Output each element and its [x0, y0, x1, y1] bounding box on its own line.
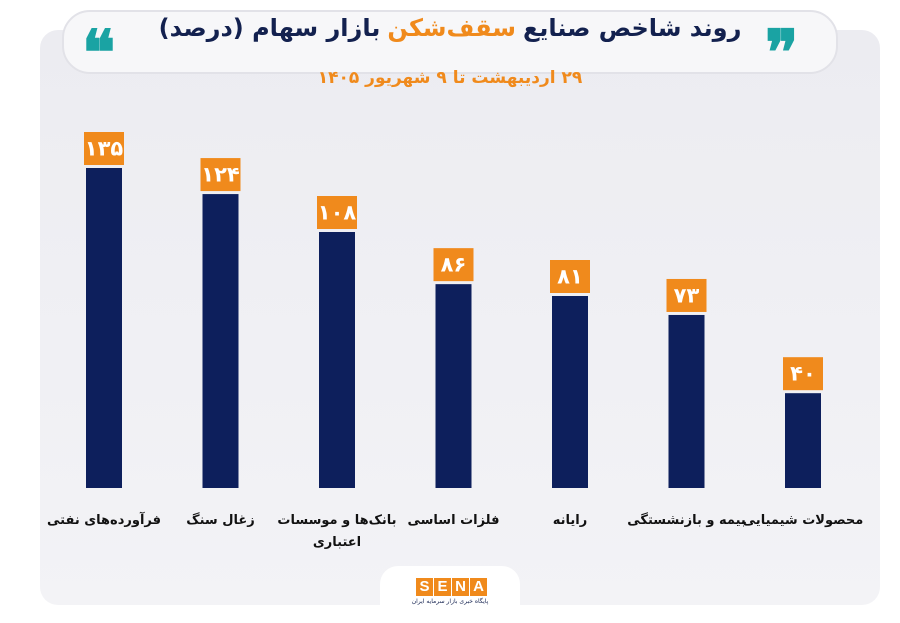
x-tick-label: رایانه [505, 510, 635, 532]
x-tick-label-line: زغال سنگ [186, 513, 255, 528]
bar [86, 168, 122, 488]
x-tick-label-line: فلزات اساسی [407, 513, 500, 528]
double-quote-icon: ❞ [765, 16, 799, 89]
bar [552, 296, 588, 488]
x-tick-label-line: بیمه و بازنشستگی [627, 513, 746, 528]
bar [202, 194, 239, 488]
value-label-box [783, 357, 823, 391]
value-label: ۴۰ [790, 362, 816, 386]
logo-letter: A [470, 578, 487, 596]
chart-subtitle: ۲۹ اردیبهشت تا ۹ شهریور ۱۴۰۵ [317, 68, 583, 88]
bar [319, 232, 355, 488]
double-quote-icon: ❝ [82, 16, 116, 89]
logo-tagline: پایگاه خبری بازار سرمایه ایران [411, 598, 489, 605]
x-tick-label-line: بانک‌ها و موسسات [277, 513, 397, 528]
bar [785, 393, 821, 488]
x-tick-label: زغال سنگ [156, 510, 286, 532]
value-label: ۸۶ [441, 253, 467, 277]
x-tick-label: محصولات شیمیایی [738, 510, 868, 532]
title-accent: سقف‌شکن [387, 14, 516, 42]
value-label: ۷۳ [674, 283, 700, 307]
title-end: بازار سهام (درصد) [158, 14, 381, 42]
value-label-box [666, 278, 707, 312]
x-tick-label: بانک‌ها و موسسات اعتباری [272, 510, 402, 554]
title-pill [62, 10, 838, 74]
bar [668, 314, 705, 488]
value-label: ۸۱ [557, 265, 583, 289]
logo-letter: N [452, 578, 469, 596]
logo-letter: S [416, 578, 433, 596]
chart-title: روند شاخص صنایع سقف‌شکن بازار سهام (درصد… [140, 14, 760, 54]
value-label-box [433, 248, 474, 282]
x-tick-label: فرآورده‌های نفتی [39, 510, 169, 532]
value-label-box [84, 132, 124, 165]
x-tick-label: بیمه و بازنشستگی [622, 510, 752, 532]
value-label-box [200, 158, 241, 192]
x-tick-label: فلزات اساسی [389, 510, 519, 532]
x-tick-label-line: رایانه [552, 513, 588, 528]
bar [435, 284, 472, 488]
sena-logo: S E N A [416, 578, 487, 596]
value-label: ۱۳۵ [85, 137, 124, 161]
value-label-box [550, 260, 590, 293]
x-tick-label-line: اعتباری [312, 535, 362, 550]
x-tick-label-line: محصولات شیمیایی [742, 513, 864, 528]
x-tick-label-line: فرآورده‌های نفتی [47, 513, 161, 528]
value-label: ۱۲۴ [201, 163, 240, 187]
logo-letter: E [434, 578, 451, 596]
value-label-box [317, 196, 357, 229]
title-start: روند شاخص صنایع [523, 14, 742, 42]
value-label: ۱۰۸ [318, 201, 357, 225]
